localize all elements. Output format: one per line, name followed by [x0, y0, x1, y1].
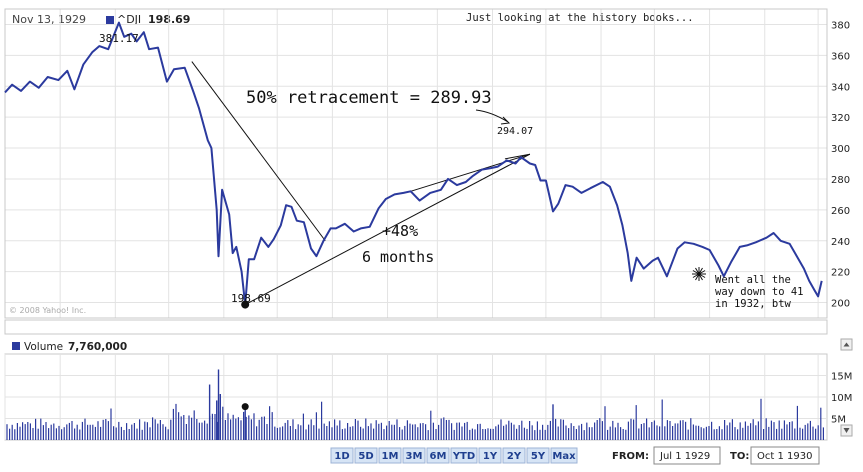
arrow-icon	[475, 109, 511, 125]
range-button-bg	[426, 447, 450, 464]
high-label: 294.07	[497, 126, 533, 137]
series-swatch	[106, 16, 114, 24]
range-button-label: YTD	[452, 451, 475, 462]
range-button-label: 1D	[334, 451, 349, 462]
range-button-1y[interactable]: 1Y	[478, 447, 502, 464]
volume-marker	[241, 403, 249, 411]
burst-icon	[698, 273, 706, 278]
from-input[interactable]	[653, 446, 721, 465]
range-button-label: 6M	[430, 451, 447, 462]
range-button-label: 5Y	[531, 451, 546, 462]
volume-tick-label: 10M	[831, 393, 852, 404]
range-button-label: 3M	[406, 451, 423, 462]
from-value: Jul 1 1929	[659, 451, 710, 462]
footnote-line: way down to 41	[715, 286, 804, 298]
header-ticker: ^DJI	[117, 13, 141, 26]
from-label: FROM:	[612, 451, 649, 462]
copyright: © 2008 Yahoo! Inc.	[9, 306, 86, 315]
range-button-bg	[378, 447, 402, 464]
range-button-label: Max	[552, 451, 576, 462]
y-tick-label: 280	[831, 175, 850, 186]
burst-icon	[698, 270, 706, 275]
trend-line	[244, 153, 531, 306]
header-note: Just looking at the history books...	[466, 12, 694, 24]
trend-line	[191, 61, 326, 242]
burst-icon	[695, 267, 700, 275]
burst-icon	[692, 270, 700, 275]
to-value: Oct 1 1930	[757, 451, 812, 462]
x-axis-band	[4, 319, 828, 335]
trend-line	[410, 153, 531, 192]
chevron-up-icon	[843, 342, 850, 347]
footnote-line: Went all the	[715, 274, 791, 286]
range-button-bg	[354, 447, 378, 464]
main-frame	[4, 8, 828, 319]
burst-icon	[695, 273, 700, 281]
gain-label: +48%	[382, 222, 418, 240]
range-button-5d[interactable]: 5D	[354, 447, 378, 464]
price-line	[4, 21, 823, 306]
main-grid	[4, 9, 827, 318]
y-tick-label: 200	[831, 299, 850, 310]
range-button-label: 1Y	[483, 451, 498, 462]
volume-label: Volume	[24, 341, 63, 353]
y-tick-label: 260	[831, 206, 850, 217]
duration-label: 6 months	[362, 248, 434, 266]
range-button-ytd[interactable]: YTD	[450, 447, 478, 464]
volume-value: 7,760,000	[68, 341, 127, 353]
y-tick-label: 300	[831, 144, 850, 155]
annotations: 381.17 198.69 294.07 50% retracement = 289.…	[99, 32, 804, 310]
y-axis-ticks: 200 220 240 260 280 300 320 340 360 380	[831, 20, 850, 309]
header-date: Nov 13, 1929	[12, 13, 86, 26]
range-button-1d[interactable]: 1D	[330, 447, 354, 464]
range-button-bg	[478, 447, 502, 464]
range-button-bg	[402, 447, 426, 464]
range-button-bg	[502, 447, 526, 464]
y-tick-label: 380	[831, 20, 850, 31]
y-tick-label: 240	[831, 237, 850, 248]
y-tick-label: 340	[831, 82, 850, 93]
trend-lines	[191, 61, 531, 306]
to-input[interactable]	[750, 446, 820, 465]
to-label: TO:	[730, 451, 749, 462]
range-button-bg	[450, 447, 478, 464]
volume-swatch	[12, 342, 20, 350]
volume-tick-label: 5M	[831, 415, 846, 426]
volume-tick-label: 15M	[831, 372, 852, 383]
range-button-5y[interactable]: 5Y	[526, 447, 550, 464]
burst-icon	[692, 273, 700, 278]
retracement-label: 50% retracement = 289.93	[246, 88, 492, 108]
range-button-label: 1M	[382, 451, 399, 462]
range-button-bg	[330, 447, 354, 464]
footnote-line: in 1932, btw	[715, 298, 792, 310]
volume-ticks: 5M 10M 15M	[831, 372, 852, 426]
burst-icon	[698, 273, 703, 281]
y-tick-label: 360	[831, 51, 850, 62]
range-button-6m[interactable]: 6M	[426, 447, 450, 464]
trend-line	[504, 153, 530, 160]
range-button-3m[interactable]: 3M	[402, 447, 426, 464]
range-button-max[interactable]: Max	[550, 447, 578, 464]
volume-bars	[6, 369, 825, 440]
range-button-1m[interactable]: 1M	[378, 447, 402, 464]
range-buttons: 1D 5D 1M 3M 6M YTD 1Y 2Y 5Y Max	[330, 447, 578, 464]
low-label: 198.69	[231, 292, 271, 305]
volume-grid	[4, 354, 827, 440]
low-point-marker	[241, 300, 250, 309]
range-button-label: 5D	[358, 451, 373, 462]
burst-icon	[698, 267, 703, 275]
range-button-bg	[526, 447, 550, 464]
y-tick-label: 320	[831, 113, 850, 124]
chevron-down-icon	[843, 428, 850, 433]
peak-label: 381.17	[99, 32, 139, 45]
range-button-label: 2Y	[507, 451, 522, 462]
header-value: 198.69	[148, 13, 190, 26]
y-tick-label: 220	[831, 268, 850, 279]
range-button-bg	[550, 447, 578, 464]
range-button-2y[interactable]: 2Y	[502, 447, 526, 464]
